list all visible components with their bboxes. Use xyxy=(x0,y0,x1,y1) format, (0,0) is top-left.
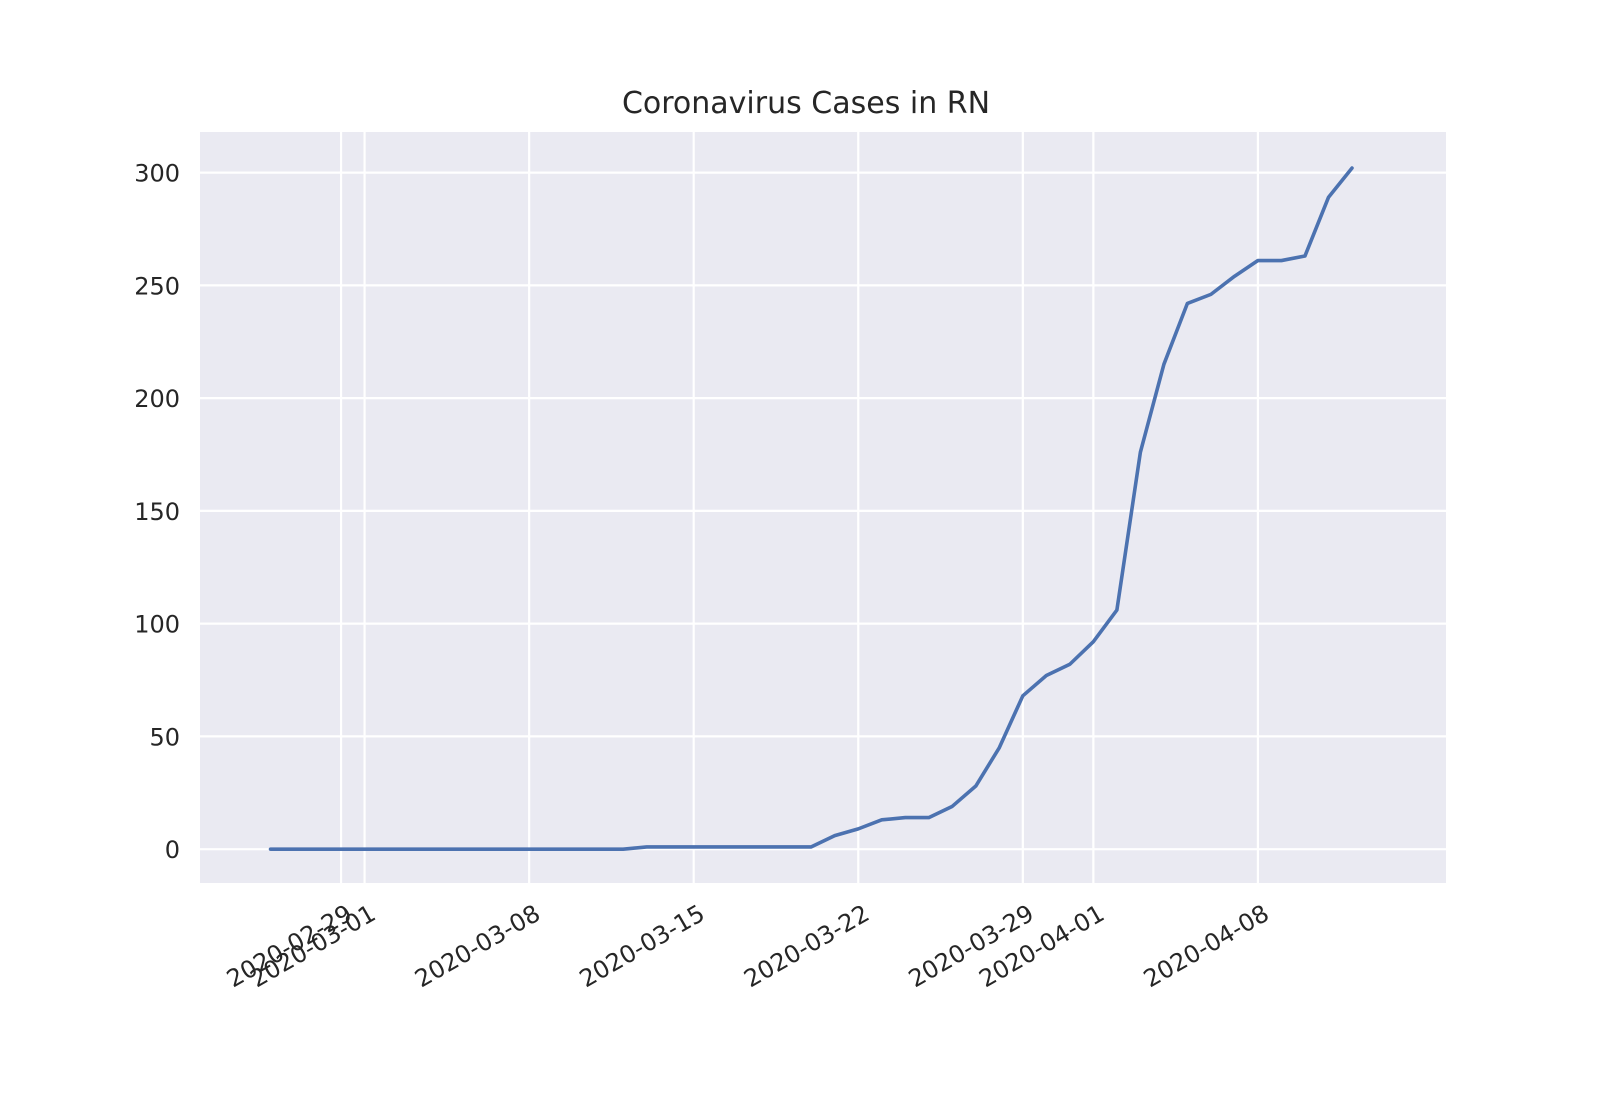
y-tick-label: 50 xyxy=(149,723,180,751)
x-tick-label: 2020-04-08 xyxy=(1139,899,1274,993)
chart-title: Coronavirus Cases in RN xyxy=(622,86,990,121)
x-tick-label: 2020-03-08 xyxy=(410,899,545,993)
y-tick-label: 150 xyxy=(134,498,180,526)
y-tick-labels: 0 50 100 150 200 250 300 xyxy=(134,160,180,865)
y-grid xyxy=(200,171,1446,851)
x-tick-label: 2020-03-15 xyxy=(575,899,710,993)
x-grid xyxy=(339,132,1260,883)
y-tick-label: 200 xyxy=(134,385,180,413)
x-tick-label: 2020-03-22 xyxy=(739,899,874,993)
series-line xyxy=(268,166,1354,851)
data-series xyxy=(268,166,1354,851)
y-tick-label: 250 xyxy=(134,272,180,300)
y-tick-label: 0 xyxy=(165,836,180,864)
plot-background xyxy=(200,132,1446,883)
y-tick-label: 300 xyxy=(134,160,180,188)
y-tick-label: 100 xyxy=(134,611,180,639)
